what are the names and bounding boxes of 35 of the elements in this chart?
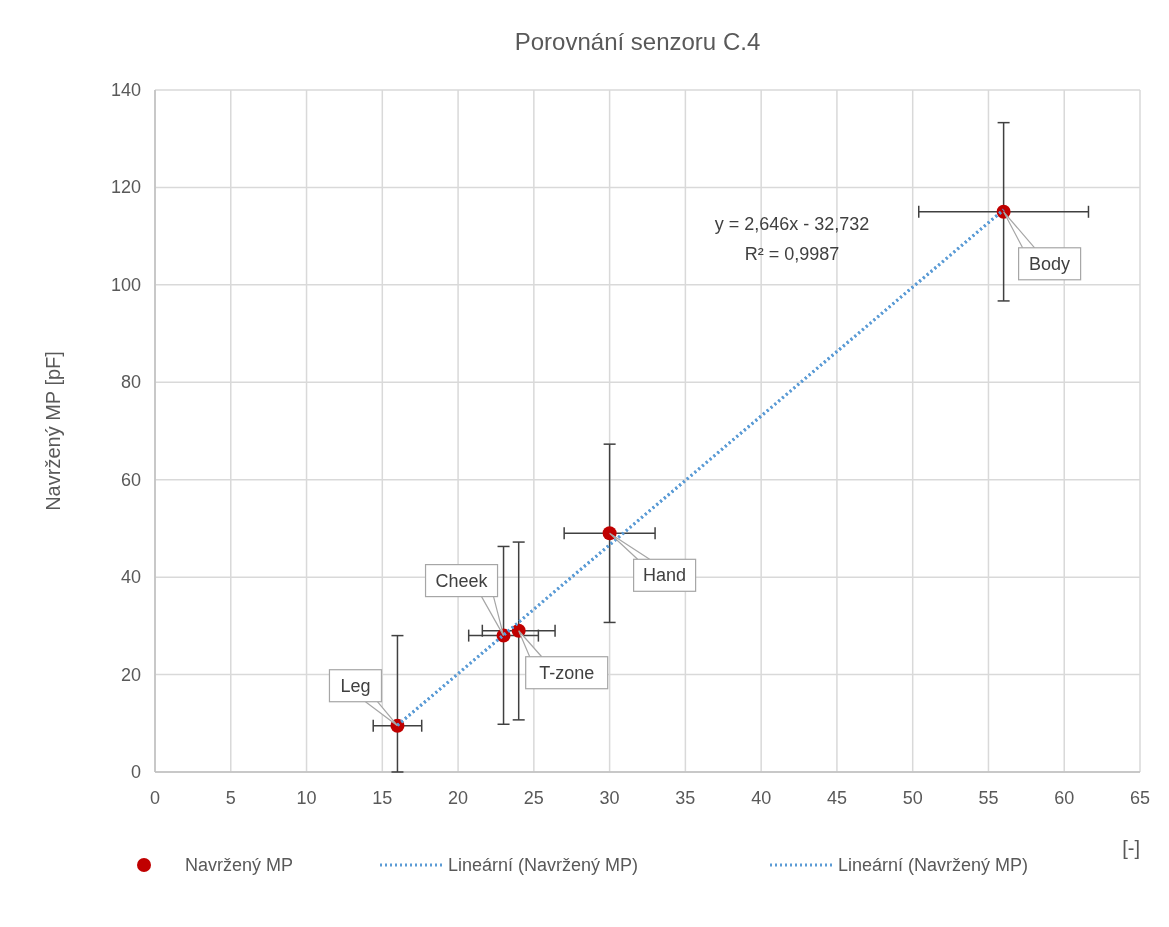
x-tick-label: 50	[902, 788, 923, 808]
y-tick-label: 140	[110, 80, 141, 100]
x-axis-title: [-]	[1122, 837, 1140, 859]
x-tick-label: 10	[296, 788, 317, 808]
x-tick-label: 5	[225, 788, 236, 808]
y-tick-label: 100	[110, 274, 141, 295]
y-tick-label: 20	[120, 664, 141, 685]
chart-title: Porovnání senzoru C.4	[514, 28, 761, 55]
x-tick-label: 25	[523, 788, 544, 808]
x-tick-label: 15	[372, 788, 393, 808]
annotation: Hand	[643, 565, 687, 586]
legend-label: Lineární (Navržený MP)	[448, 855, 639, 875]
y-tick-label: 40	[120, 567, 141, 588]
x-tick-label: 55	[978, 788, 999, 808]
legend-label: Lineární (Navržený MP)	[838, 855, 1029, 875]
x-tick-label: 40	[751, 788, 772, 808]
x-tick-label: 45	[826, 788, 847, 808]
annotation: Leg	[340, 675, 371, 696]
y-tick-label: 0	[130, 762, 141, 782]
x-tick-label: 60	[1054, 788, 1075, 808]
annotation: R² = 0,9987	[744, 244, 840, 264]
annotation: y = 2,646x - 32,732	[714, 214, 870, 234]
x-tick-label: 30	[599, 788, 620, 808]
y-axis-title: Navržený MP [pF]	[42, 351, 64, 511]
y-tick-label: 120	[110, 177, 141, 198]
legend-label: Navržený MP	[185, 855, 294, 875]
annotation: Body	[1029, 253, 1071, 274]
annotation: T-zone	[539, 662, 595, 683]
y-tick-label: 60	[120, 469, 141, 490]
x-tick-label: 65	[1129, 788, 1151, 808]
x-tick-label: 20	[448, 788, 469, 808]
x-tick-label: 0	[149, 788, 161, 808]
annotation: Cheek	[435, 570, 489, 591]
y-tick-label: 80	[120, 372, 141, 393]
x-tick-label: 35	[675, 788, 696, 808]
